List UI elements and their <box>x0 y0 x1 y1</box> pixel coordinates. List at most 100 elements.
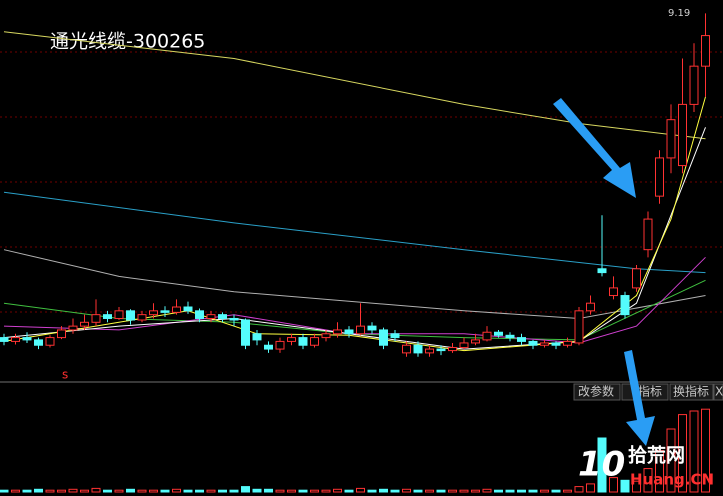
candle-body <box>666 119 676 159</box>
ma-line <box>3 256 706 344</box>
candle-body <box>287 337 296 342</box>
ma-line <box>3 191 706 274</box>
toolbar: 改参数 指标 换指标 X <box>573 383 723 401</box>
arrow <box>624 350 655 446</box>
candle-body <box>34 339 43 346</box>
candle-body <box>310 337 319 346</box>
volume-bar <box>586 483 595 493</box>
candle-body <box>103 314 112 319</box>
candle-body <box>68 325 78 331</box>
candle-body <box>183 306 193 312</box>
candle-body <box>264 344 273 350</box>
volume-bar <box>34 488 43 493</box>
candle-body <box>229 317 239 321</box>
candle-body <box>402 344 411 354</box>
chart-title: 通光线缆-300265 <box>50 31 205 53</box>
volume-bar <box>367 489 377 493</box>
candle-body <box>655 157 664 197</box>
volume-bar <box>241 486 250 493</box>
volume-bar <box>505 489 515 493</box>
volume-bar <box>333 488 342 493</box>
candle-body <box>528 340 538 346</box>
volume-bar <box>528 489 538 493</box>
watermark: 10 拾荒网 Huang.CN <box>578 444 714 489</box>
volume-bar <box>620 479 630 493</box>
ma-line <box>3 249 706 320</box>
candle-body <box>459 342 469 349</box>
volume-bar <box>413 489 423 493</box>
watermark-number: 10 <box>578 445 625 485</box>
candle-body <box>298 337 308 346</box>
candle-body <box>195 310 204 319</box>
volume-bar <box>45 489 55 493</box>
candle-body <box>586 302 595 312</box>
button[interactable] <box>573 383 621 401</box>
candle-body <box>609 287 618 297</box>
candle-body <box>218 314 227 319</box>
candle-body <box>22 337 32 341</box>
candle-body <box>367 325 377 331</box>
volume-bar <box>344 489 354 493</box>
candle-body <box>137 314 147 321</box>
button-label[interactable]: 换指标 <box>673 384 709 399</box>
candle-body <box>620 295 630 316</box>
candle-body <box>356 325 365 335</box>
volume-bar <box>448 489 457 493</box>
volume-bar <box>91 487 101 493</box>
candle-body <box>517 337 526 342</box>
volume-bar <box>390 489 400 493</box>
max-price-label: 9.19 <box>668 8 690 19</box>
candle-body <box>563 340 572 346</box>
volume-bar <box>689 410 699 493</box>
volume-bar <box>540 489 549 493</box>
volume-bar <box>160 489 170 493</box>
candle-body <box>45 337 55 346</box>
candle-body <box>632 268 641 289</box>
volume-bar <box>425 489 434 493</box>
volume-bar <box>137 489 147 493</box>
volume-bar <box>459 489 469 493</box>
volume-bar <box>574 486 584 493</box>
candle-body <box>379 329 388 346</box>
volume-bar <box>701 408 710 493</box>
volume-bar <box>379 488 388 493</box>
candle-body <box>91 314 101 323</box>
volume-bar <box>149 489 158 493</box>
candle-body <box>80 321 89 327</box>
candle-body <box>241 319 250 346</box>
volume-bar <box>0 489 9 493</box>
candle-body <box>413 344 423 354</box>
candle-body <box>275 340 285 350</box>
button-label[interactable]: X <box>715 385 723 399</box>
button[interactable] <box>669 383 714 401</box>
volume-bar <box>80 489 89 493</box>
candle-body <box>0 337 9 342</box>
volume-bar <box>195 489 204 493</box>
volume-bar <box>57 489 66 493</box>
volume-bar <box>482 488 492 493</box>
ma-line <box>3 31 706 140</box>
arrow <box>553 98 636 198</box>
candle-body <box>172 306 181 313</box>
candle-body <box>252 333 262 341</box>
volume-bar <box>218 489 227 493</box>
watermark-site: 拾荒网 <box>628 444 685 467</box>
volume-bar <box>655 450 664 493</box>
volume-bar <box>402 488 411 493</box>
volume-bar <box>206 489 216 493</box>
candle-body <box>344 329 354 335</box>
volume-bar <box>103 489 112 493</box>
button[interactable] <box>713 383 723 401</box>
volume-bar <box>609 477 618 493</box>
candle-body <box>160 310 170 313</box>
button-label[interactable]: 指标 <box>638 384 662 399</box>
volume-bar <box>436 489 446 493</box>
candle-body <box>574 310 584 344</box>
volume-bar <box>632 480 641 493</box>
candle-body <box>597 268 607 274</box>
candle-body <box>678 103 687 167</box>
volume-bar <box>551 489 561 493</box>
candle-body <box>390 333 400 339</box>
button-label[interactable]: 改参数 <box>578 384 614 399</box>
